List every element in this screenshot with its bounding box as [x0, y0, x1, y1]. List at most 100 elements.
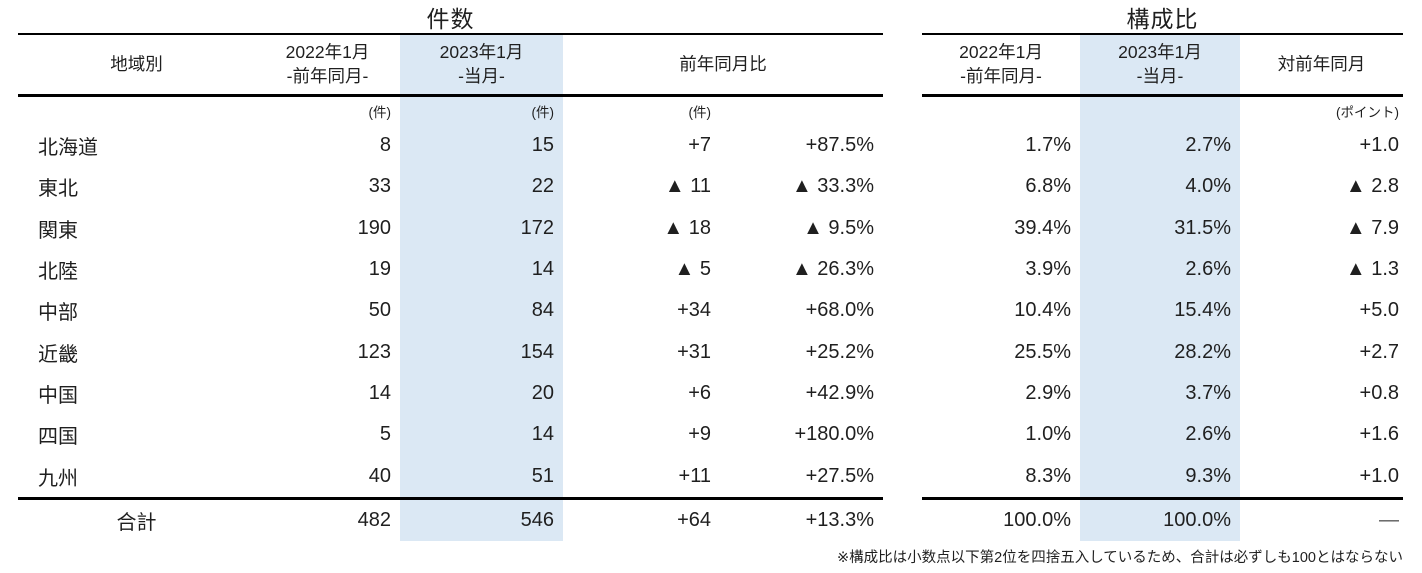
ratio-row: 1.7% 2.7% +1.0	[922, 125, 1403, 167]
ratio-diff: ▲ 2.8	[1345, 175, 1399, 198]
region-label: 北陸	[38, 261, 78, 284]
ratio-diff: +1.0	[1359, 464, 1399, 487]
ratio-prev: 39.4%	[1014, 216, 1071, 239]
count-row: 九州 40 51 +11 +27.5%	[18, 455, 883, 497]
count-diff-pct: ▲ 9.5%	[803, 216, 874, 239]
col-header-region: 地域別	[110, 53, 163, 74]
total-ratio-diff: —	[1379, 508, 1399, 531]
total-count-2023: 546	[400, 499, 563, 541]
total-ratio-2022: 100.0%	[1003, 508, 1071, 531]
count-prev: 19	[368, 258, 391, 281]
ratio-curr: 9.3%	[1080, 455, 1240, 497]
ratio-curr: 2.6%	[1080, 248, 1240, 291]
count-diff-pct: +180.0%	[794, 423, 874, 446]
count-curr: 51	[400, 455, 563, 497]
col-header-count-2022: 2022年1月 -前年同月-	[255, 35, 400, 94]
count-diff-pct: +27.5%	[805, 464, 874, 487]
ratio-prev: 3.9%	[1025, 258, 1071, 281]
region-label: 東北	[38, 178, 78, 201]
total-ratio-2023: 100.0%	[1080, 499, 1240, 541]
col-header-count-2023-line1: 2023年1月	[439, 41, 524, 62]
ratio-diff: +5.0	[1359, 299, 1399, 322]
count-table-header-row: 地域別 2022年1月 -前年同月- 2023年1月 -当月- 前年同月比	[18, 33, 883, 97]
count-diff: +34	[677, 299, 711, 322]
ratio-diff: +0.8	[1359, 382, 1399, 405]
count-units-row: (件) (件) (件)	[18, 97, 883, 125]
count-row: 北海道 8 15 +7 +87.5%	[18, 125, 883, 167]
count-diff: +6	[688, 382, 711, 405]
count-row: 四国 5 14 +9 +180.0%	[18, 414, 883, 456]
ratio-curr: 15.4%	[1080, 290, 1240, 332]
ratio-row: 8.3% 9.3% +1.0	[922, 455, 1403, 497]
col-header-ratio-2022-line2: -前年同月-	[960, 65, 1042, 86]
count-curr: 22	[400, 166, 563, 208]
total-label: 合計	[116, 511, 157, 534]
ratio-row: 3.9% 2.6% ▲ 1.3	[922, 248, 1403, 291]
units-spacer	[720, 97, 883, 125]
col-header-ratio-yoy: 対前年同月	[1277, 53, 1366, 74]
ratio-prev: 10.4%	[1014, 299, 1071, 322]
ratio-prev: 8.3%	[1025, 464, 1071, 487]
region-label: 中部	[38, 302, 78, 325]
region-label: 四国	[38, 426, 78, 449]
count-prev: 50	[368, 299, 391, 322]
region-label: 中国	[38, 385, 78, 408]
region-label: 北海道	[38, 137, 98, 160]
count-diff-pct: +25.2%	[805, 340, 874, 363]
count-row: 中国 14 20 +6 +42.9%	[18, 372, 883, 415]
ratio-curr: 2.7%	[1080, 125, 1240, 167]
count-total-row: 合計 482 546 +64 +13.3%	[18, 496, 883, 541]
count-diff: +11	[678, 464, 711, 487]
count-prev: 40	[368, 464, 391, 487]
ratio-table-title: 構成比	[1126, 5, 1199, 32]
col-header-count-2023: 2023年1月 -当月-	[400, 35, 563, 94]
count-diff-pct: ▲ 26.3%	[791, 258, 874, 281]
count-diff: ▲ 18	[663, 216, 711, 239]
count-row: 近畿 123 154 +31 +25.2%	[18, 331, 883, 373]
ratio-row: 39.4% 31.5% ▲ 7.9	[922, 207, 1403, 249]
count-prev: 33	[368, 175, 391, 198]
ratio-row: 10.4% 15.4% +5.0	[922, 290, 1403, 332]
ratio-curr: 28.2%	[1080, 331, 1240, 373]
ratio-table: 構成比 2022年1月 -前年同月- 2023年1月 -当月- 対前年同月 (ポ…	[922, 0, 1403, 541]
count-row: 関東 190 172 ▲ 18 ▲ 9.5%	[18, 207, 883, 249]
col-header-ratio-2022-line1: 2022年1月	[959, 41, 1043, 62]
count-curr: 14	[400, 248, 563, 291]
unit-count-2023: (件)	[400, 97, 563, 125]
count-curr: 20	[400, 372, 563, 415]
region-label: 近畿	[38, 343, 78, 366]
count-prev: 123	[357, 340, 391, 363]
col-header-ratio-2023-line1: 2023年1月	[1118, 41, 1202, 62]
ratio-diff: ▲ 1.3	[1345, 258, 1399, 281]
footnote: ※構成比は小数点以下第2位を四捨五入しているため、合計は必ずしも100とはならな…	[837, 550, 1403, 566]
ratio-units-row: (ポイント)	[922, 97, 1403, 125]
count-prev: 190	[357, 216, 391, 239]
ratio-row: 1.0% 2.6% +1.6	[922, 414, 1403, 456]
count-prev: 14	[368, 382, 391, 405]
count-table: 件数 地域別 2022年1月 -前年同月- 2023年1月 -当月- 前年同月比…	[18, 0, 883, 541]
unit-ratio-yoy: (ポイント)	[1336, 105, 1399, 120]
count-prev: 5	[379, 423, 391, 446]
col-header-count-2023-line2: -当月-	[458, 65, 505, 86]
ratio-curr: 2.6%	[1080, 414, 1240, 456]
units-spacer	[18, 97, 255, 125]
ratio-diff: +1.6	[1359, 423, 1399, 446]
count-diff-pct: +68.0%	[805, 299, 874, 322]
ratio-diff: +2.7	[1359, 340, 1399, 363]
ratio-prev: 2.9%	[1025, 382, 1071, 405]
count-row: 中部 50 84 +34 +68.0%	[18, 290, 883, 332]
region-label: 九州	[38, 467, 78, 490]
ratio-prev: 25.5%	[1014, 340, 1071, 363]
count-row: 東北 33 22 ▲ 11 ▲ 33.3%	[18, 166, 883, 208]
ratio-curr: 4.0%	[1080, 166, 1240, 208]
col-header-count-2022-line2: -前年同月-	[286, 65, 369, 86]
count-curr: 84	[400, 290, 563, 332]
count-curr: 172	[400, 207, 563, 249]
count-diff: +7	[688, 134, 711, 157]
units-spacer	[922, 97, 1080, 125]
count-rows: 北海道 8 15 +7 +87.5% 東北 33 22 ▲ 11 ▲ 33.3% 関東 190 172 ▲…	[18, 125, 883, 497]
ratio-prev: 1.0%	[1025, 423, 1071, 446]
ratio-table-header-row: 2022年1月 -前年同月- 2023年1月 -当月- 対前年同月	[922, 33, 1403, 97]
count-table-title: 件数	[426, 5, 475, 32]
count-diff-pct: ▲ 33.3%	[791, 175, 874, 198]
